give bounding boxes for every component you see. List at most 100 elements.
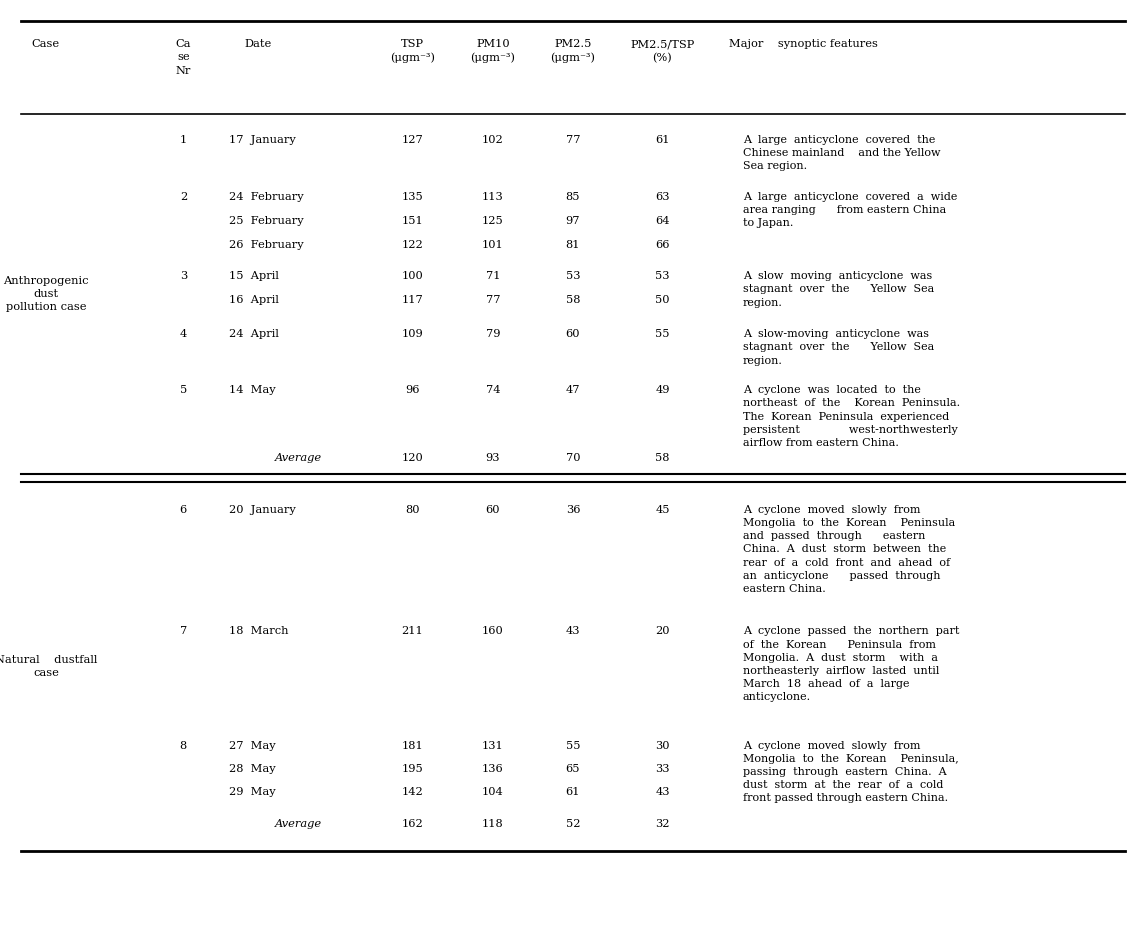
Text: 122: 122 [402, 240, 423, 251]
Text: 7: 7 [180, 626, 187, 637]
Text: Major    synoptic features: Major synoptic features [729, 39, 878, 50]
Text: 3: 3 [180, 271, 187, 281]
Text: 30: 30 [656, 741, 669, 751]
Text: 1: 1 [180, 135, 187, 145]
Text: 43: 43 [566, 626, 580, 637]
Text: 64: 64 [656, 216, 669, 226]
Text: 118: 118 [482, 819, 503, 829]
Text: 162: 162 [402, 819, 423, 829]
Text: 20  January: 20 January [229, 505, 296, 515]
Text: 79: 79 [486, 329, 500, 339]
Text: 27  May: 27 May [229, 741, 276, 751]
Text: 32: 32 [656, 819, 669, 829]
Text: 26  February: 26 February [229, 240, 304, 251]
Text: 109: 109 [402, 329, 423, 339]
Text: 49: 49 [656, 385, 669, 396]
Text: 6: 6 [180, 505, 187, 515]
Text: PM2.5
(μgm⁻³): PM2.5 (μgm⁻³) [550, 39, 596, 64]
Text: 24  April: 24 April [229, 329, 280, 339]
Text: 33: 33 [656, 764, 669, 774]
Text: 100: 100 [402, 271, 423, 281]
Text: 4: 4 [180, 329, 187, 339]
Text: 66: 66 [656, 240, 669, 251]
Text: Natural    dustfall
case: Natural dustfall case [0, 655, 97, 678]
Text: 8: 8 [180, 741, 187, 751]
Text: 61: 61 [656, 135, 669, 145]
Text: 43: 43 [656, 787, 669, 798]
Text: A  cyclone  passed  the  northern  part
of  the  Korean      Peninsula  from
Mon: A cyclone passed the northern part of th… [743, 626, 959, 702]
Text: 5: 5 [180, 385, 187, 396]
Text: 102: 102 [482, 135, 503, 145]
Text: A  slow-moving  anticyclone  was
stagnant  over  the      Yellow  Sea
region.: A slow-moving anticyclone was stagnant o… [743, 329, 934, 366]
Text: 52: 52 [566, 819, 580, 829]
Text: 15  April: 15 April [229, 271, 280, 281]
Text: 85: 85 [566, 192, 580, 202]
Text: 63: 63 [656, 192, 669, 202]
Text: Ca
se
Nr: Ca se Nr [175, 39, 191, 76]
Text: TSP
(μgm⁻³): TSP (μgm⁻³) [390, 39, 435, 64]
Text: 50: 50 [656, 295, 669, 306]
Text: 53: 53 [656, 271, 669, 281]
Text: 29  May: 29 May [229, 787, 276, 798]
Text: A  large  anticyclone  covered  a  wide
area ranging      from eastern China
to : A large anticyclone covered a wide area … [743, 192, 957, 228]
Text: 18  March: 18 March [229, 626, 289, 637]
Text: Average: Average [275, 453, 322, 463]
Text: 97: 97 [566, 216, 580, 226]
Text: 74: 74 [486, 385, 500, 396]
Text: 53: 53 [566, 271, 580, 281]
Text: 60: 60 [566, 329, 580, 339]
Text: 104: 104 [482, 787, 503, 798]
Text: 136: 136 [482, 764, 503, 774]
Text: PM10
(μgm⁻³): PM10 (μgm⁻³) [470, 39, 516, 64]
Text: 93: 93 [486, 453, 500, 463]
Text: 61: 61 [566, 787, 580, 798]
Text: 45: 45 [656, 505, 669, 515]
Text: 24  February: 24 February [229, 192, 304, 202]
Text: 125: 125 [482, 216, 503, 226]
Text: 113: 113 [482, 192, 503, 202]
Text: 195: 195 [402, 764, 423, 774]
Text: 80: 80 [406, 505, 419, 515]
Text: 77: 77 [486, 295, 500, 306]
Text: 127: 127 [402, 135, 423, 145]
Text: 96: 96 [406, 385, 419, 396]
Text: PM2.5/TSP
(%): PM2.5/TSP (%) [630, 39, 694, 63]
Text: A  slow  moving  anticyclone  was
stagnant  over  the      Yellow  Sea
region.: A slow moving anticyclone was stagnant o… [743, 271, 934, 308]
Text: Average: Average [275, 819, 322, 829]
Text: 77: 77 [566, 135, 580, 145]
Text: 20: 20 [656, 626, 669, 637]
Text: 16  April: 16 April [229, 295, 280, 306]
Text: 135: 135 [402, 192, 423, 202]
Text: Date: Date [244, 39, 272, 50]
Text: 211: 211 [402, 626, 423, 637]
Text: 25  February: 25 February [229, 216, 304, 226]
Text: 60: 60 [486, 505, 500, 515]
Text: 55: 55 [566, 741, 580, 751]
Text: 117: 117 [402, 295, 423, 306]
Text: 101: 101 [482, 240, 503, 251]
Text: 58: 58 [656, 453, 669, 463]
Text: 70: 70 [566, 453, 580, 463]
Text: 142: 142 [402, 787, 423, 798]
Text: A  cyclone  moved  slowly  from
Mongolia  to  the  Korean    Peninsula,
passing : A cyclone moved slowly from Mongolia to … [743, 741, 958, 803]
Text: A  cyclone  moved  slowly  from
Mongolia  to  the  Korean    Peninsula
and  pass: A cyclone moved slowly from Mongolia to … [743, 505, 955, 594]
Text: 120: 120 [402, 453, 423, 463]
Text: 2: 2 [180, 192, 187, 202]
Text: 81: 81 [566, 240, 580, 251]
Text: 151: 151 [402, 216, 423, 226]
Text: 55: 55 [656, 329, 669, 339]
Text: 131: 131 [482, 741, 503, 751]
Text: 17  January: 17 January [229, 135, 296, 145]
Text: 65: 65 [566, 764, 580, 774]
Text: A  large  anticyclone  covered  the
Chinese mainland    and the Yellow
Sea regio: A large anticyclone covered the Chinese … [743, 135, 940, 171]
Text: A  cyclone  was  located  to  the
northeast  of  the    Korean  Peninsula.
The  : A cyclone was located to the northeast o… [743, 385, 959, 448]
Text: 58: 58 [566, 295, 580, 306]
Text: 181: 181 [402, 741, 423, 751]
Text: 160: 160 [482, 626, 503, 637]
Text: 14  May: 14 May [229, 385, 276, 396]
Text: 71: 71 [486, 271, 500, 281]
Text: 36: 36 [566, 505, 580, 515]
Text: Anthropogenic
dust
pollution case: Anthropogenic dust pollution case [3, 276, 88, 312]
Text: 47: 47 [566, 385, 580, 396]
Text: Case: Case [32, 39, 60, 50]
